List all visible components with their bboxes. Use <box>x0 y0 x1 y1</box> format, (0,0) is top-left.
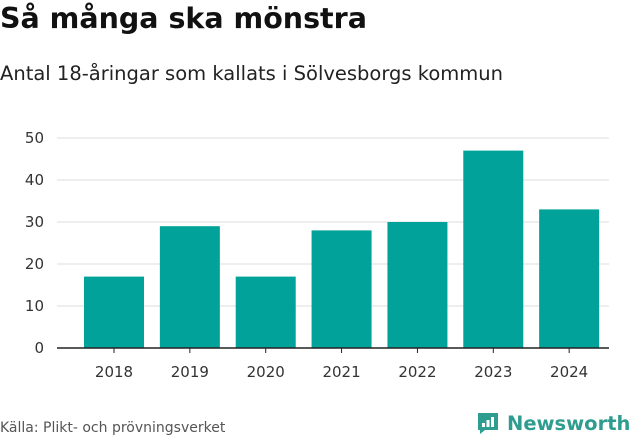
x-tick-label: 2018 <box>95 363 133 381</box>
brand-name: Newsworthy <box>507 411 631 435</box>
newsworthy-logo-icon <box>478 413 498 434</box>
bar-chart: 0 10 20 30 40 50 2018 2019 2020 2021 2022 2023 2024 <box>25 129 609 381</box>
y-tick-label: 10 <box>25 297 44 315</box>
x-tick-label: 2020 <box>247 363 285 381</box>
source-note: Källa: Plikt- och prövningsverket <box>0 420 226 436</box>
bar <box>235 276 296 348</box>
bar <box>84 276 144 348</box>
chart-title: Så många ska mönstra <box>0 2 367 35</box>
y-tick-label: 30 <box>25 213 44 231</box>
bar <box>159 226 220 348</box>
bar <box>463 150 524 348</box>
x-tick-label: 2019 <box>171 363 209 381</box>
y-tick-label: 20 <box>25 255 44 273</box>
bar <box>311 230 372 348</box>
bar <box>387 222 448 348</box>
chart-subtitle: Antal 18-åringar som kallats i Sölvesbor… <box>0 62 504 85</box>
x-tick-label: 2023 <box>474 363 512 381</box>
x-tick-label: 2024 <box>550 363 588 381</box>
y-tick-label: 0 <box>34 339 44 357</box>
y-tick-label: 50 <box>25 129 44 147</box>
brand-logo: Newsworthy <box>475 407 631 439</box>
bar <box>539 209 600 348</box>
y-tick-label: 40 <box>25 171 44 189</box>
x-tick-label: 2022 <box>398 363 436 381</box>
x-tick-label: 2021 <box>322 363 360 381</box>
